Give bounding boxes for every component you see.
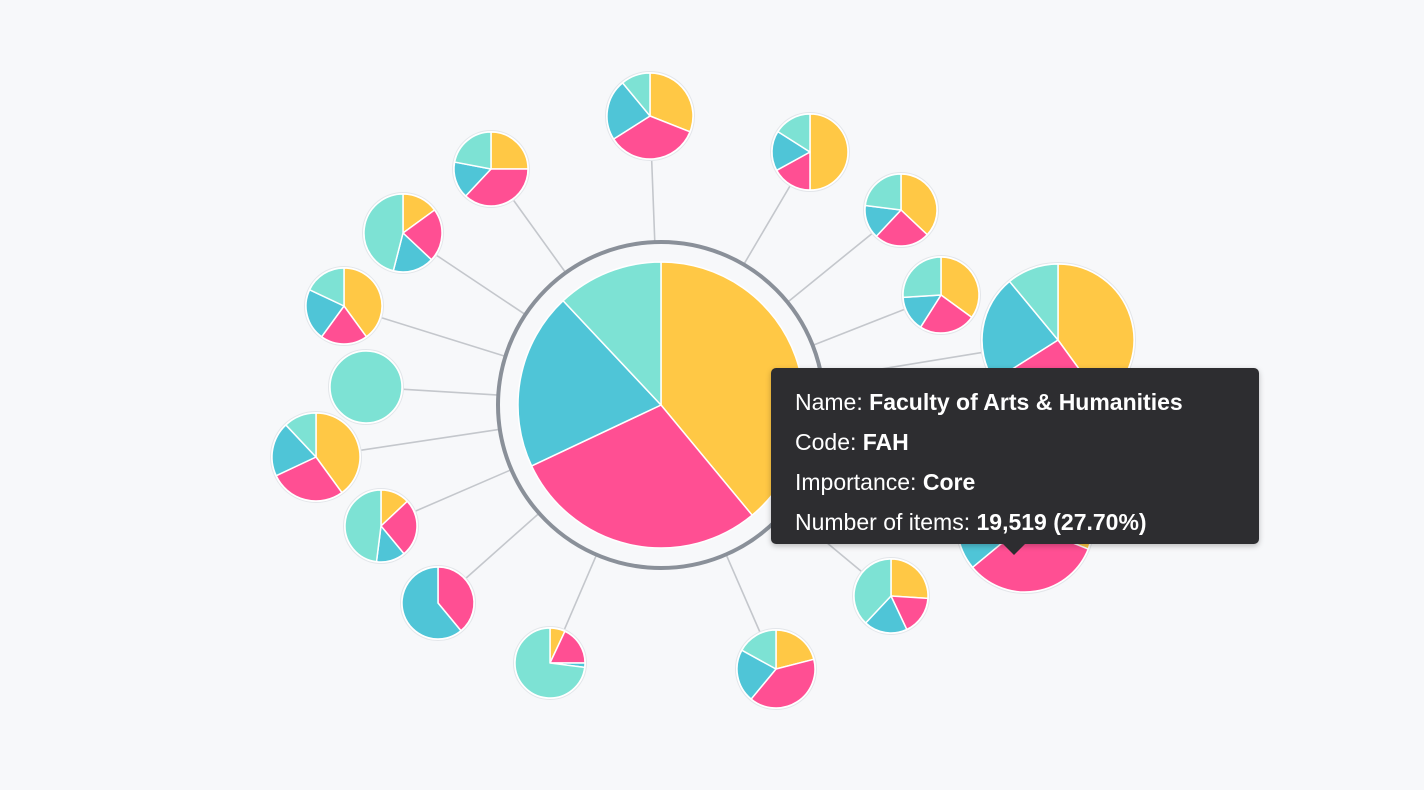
link-line — [725, 554, 762, 634]
satellite-pie-10[interactable] — [513, 626, 587, 700]
central-slice-teal[interactable] — [562, 261, 662, 406]
satellite-11-slice-pink[interactable] — [750, 658, 816, 709]
satellite-pie-7[interactable] — [270, 411, 362, 503]
satellite-16-slice-blue[interactable] — [392, 232, 433, 273]
satellite-11-slice-yellow[interactable] — [775, 629, 815, 670]
satellite-12-slice-blue[interactable] — [864, 595, 908, 634]
satellite-16-slice-teal[interactable] — [363, 193, 404, 272]
satellite-3-slice-yellow[interactable] — [900, 173, 938, 236]
link-line — [401, 388, 499, 396]
link-line — [650, 158, 656, 243]
satellite-8-slice-pink[interactable] — [380, 500, 418, 555]
satellite-pie-17[interactable] — [304, 266, 384, 346]
tooltip-code-label: Code: — [795, 429, 857, 455]
tooltip-importance-row: Importance: Core — [795, 462, 1259, 502]
satellite-pie-15[interactable] — [452, 130, 530, 208]
satellite-17-slice-yellow[interactable] — [343, 267, 383, 338]
link-line — [359, 428, 500, 452]
satellite-15-slice-yellow[interactable] — [490, 131, 529, 170]
satellite-12-slice-teal[interactable] — [853, 558, 892, 624]
link-line — [812, 308, 906, 347]
satellite-3-slice-pink[interactable] — [875, 209, 928, 247]
link-line — [511, 198, 567, 274]
tooltip-importance-value: Core — [922, 469, 976, 495]
pie-nodes — [270, 71, 1136, 710]
satellite-6-slice-teal[interactable] — [329, 350, 403, 424]
satellite-pie-8[interactable] — [343, 488, 419, 564]
satellite-8-slice-teal[interactable] — [344, 489, 382, 563]
satellite-pie-2[interactable] — [770, 112, 850, 192]
tooltip-items-row: Number of items: 19,519 (27.70%) — [795, 502, 1259, 542]
satellite-10-slice-teal[interactable] — [514, 627, 586, 699]
tooltip-code-value: FAH — [862, 429, 909, 455]
tooltip-importance-label: Importance: — [795, 469, 917, 495]
satellite-1-slice-yellow[interactable] — [649, 72, 694, 133]
link-line — [464, 512, 540, 580]
satellite-15-slice-pink[interactable] — [464, 168, 529, 207]
satellite-pie-9[interactable] — [400, 565, 476, 641]
central-slice-blue[interactable] — [517, 300, 662, 467]
link-line — [563, 554, 598, 632]
satellite-11-slice-blue[interactable] — [736, 649, 777, 700]
link-line — [435, 253, 526, 316]
satellite-4-slice-pink[interactable] — [919, 294, 973, 334]
satellite-9-slice-blue[interactable] — [401, 566, 462, 640]
satellite-17-slice-teal[interactable] — [308, 267, 345, 307]
link-line — [743, 184, 792, 265]
tooltip-name-label: Name: — [795, 389, 863, 415]
satellite-pie-12[interactable] — [852, 557, 930, 635]
satellite-1-slice-teal[interactable] — [621, 72, 651, 117]
tooltip-items-label: Number of items: — [795, 509, 971, 535]
link-line — [380, 316, 506, 358]
satellite-9-slice-pink[interactable] — [437, 566, 475, 632]
satellite-pie-11[interactable] — [735, 628, 817, 710]
satellite-pie-3[interactable] — [863, 172, 939, 248]
satellite-11-slice-teal[interactable] — [741, 629, 777, 670]
satellite-7-slice-blue[interactable] — [271, 424, 317, 477]
satellite-4-slice-teal[interactable] — [902, 256, 942, 299]
satellite-10-slice-pink[interactable] — [549, 630, 586, 664]
satellite-pie-1[interactable] — [605, 71, 695, 161]
satellite-1-slice-pink[interactable] — [612, 115, 691, 160]
satellite-12-slice-yellow[interactable] — [890, 558, 929, 600]
link-line — [413, 468, 512, 513]
tooltip-name-value: Faculty of Arts & Humanities — [869, 389, 1183, 415]
tooltip-code-row: Code: FAH — [795, 422, 1259, 462]
satellite-pie-4[interactable] — [901, 255, 981, 335]
tooltip-name-row: Name: Faculty of Arts & Humanities — [795, 382, 1259, 422]
satellite-pie-16[interactable] — [362, 192, 444, 274]
satellite-3-slice-teal[interactable] — [864, 173, 902, 211]
satellite-7-slice-teal[interactable] — [285, 412, 317, 458]
link-line — [787, 232, 874, 303]
tooltip-items-value: 19,519 (27.70%) — [976, 509, 1147, 535]
tooltip: Name: Faculty of Arts & Humanities Code:… — [771, 368, 1259, 555]
satellite-16-slice-pink[interactable] — [402, 209, 443, 261]
satellite-pie-6[interactable] — [328, 349, 404, 425]
satellite-15-slice-teal[interactable] — [453, 131, 492, 170]
satellite-2-slice-teal[interactable] — [777, 113, 811, 153]
tooltip-arrow — [1003, 544, 1025, 555]
satellite-17-slice-pink[interactable] — [320, 305, 368, 345]
satellite-4-slice-yellow[interactable] — [940, 256, 980, 319]
satellite-5-slice-teal[interactable] — [1008, 263, 1059, 341]
satellite-7-slice-yellow[interactable] — [315, 412, 361, 494]
satellite-7-slice-pink[interactable] — [275, 456, 343, 502]
satellite-1-slice-blue[interactable] — [606, 82, 651, 140]
satellite-2-slice-yellow[interactable] — [809, 113, 849, 191]
central-pie[interactable] — [517, 261, 805, 549]
